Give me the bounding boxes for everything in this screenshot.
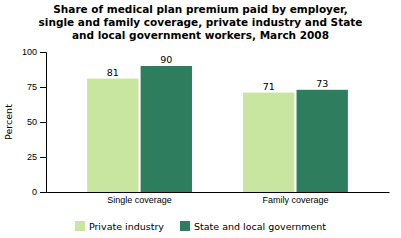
- tick-label: Family coverage: [262, 195, 328, 205]
- title: Share of medical plan premium paid by em…: [39, 3, 363, 41]
- legend-item: State and local government: [180, 221, 326, 232]
- tick-label: 75: [27, 82, 37, 92]
- tick: 0: [32, 187, 46, 197]
- tick: 25: [27, 152, 46, 162]
- tick-mark: [40, 122, 46, 123]
- tick-label: 100: [22, 47, 37, 57]
- data-label: 81: [107, 67, 119, 78]
- legend-swatch: [75, 221, 85, 231]
- tick: Single coverage: [107, 195, 172, 205]
- tick-label: 50: [27, 117, 37, 127]
- tick-label: 0: [32, 187, 37, 197]
- axis-line: [40, 53, 47, 193]
- legend: Private industry State and local governme…: [75, 221, 326, 232]
- data-label: 73: [316, 78, 328, 89]
- legend-label: Private industry: [89, 221, 164, 232]
- chart: Share of medical plan premium paid by em…: [0, 0, 401, 238]
- bar: [87, 79, 138, 192]
- tick-mark: [40, 52, 46, 53]
- bars: [87, 66, 348, 192]
- tick: 100: [22, 47, 46, 57]
- tick-mark: [40, 192, 46, 193]
- bar: [243, 93, 294, 192]
- tick: 75: [27, 82, 46, 92]
- tick-label: Single coverage: [107, 195, 172, 205]
- data-label: 90: [160, 54, 172, 65]
- legend-item: Private industry: [75, 221, 164, 232]
- plot: 0 25 50 75 100 Single coverage Family coverage…: [22, 47, 390, 205]
- bar: [297, 90, 348, 192]
- bar: [141, 66, 192, 192]
- tick: Family coverage: [262, 195, 328, 205]
- axis-line: [47, 192, 390, 193]
- legend-swatch: [180, 221, 190, 231]
- y-axis: 0 25 50 75 100: [22, 47, 47, 197]
- legend-label: State and local government: [194, 221, 326, 232]
- x-axis: Single coverage Family coverage: [47, 193, 390, 206]
- tick-mark: [40, 87, 46, 88]
- data-label: 71: [263, 81, 275, 92]
- tick-label: 25: [27, 152, 37, 162]
- tick-mark: [40, 157, 46, 158]
- axis-title: Percent: [3, 104, 14, 140]
- data-labels: 81 71 90 73: [107, 54, 329, 92]
- tick: 50: [27, 117, 46, 127]
